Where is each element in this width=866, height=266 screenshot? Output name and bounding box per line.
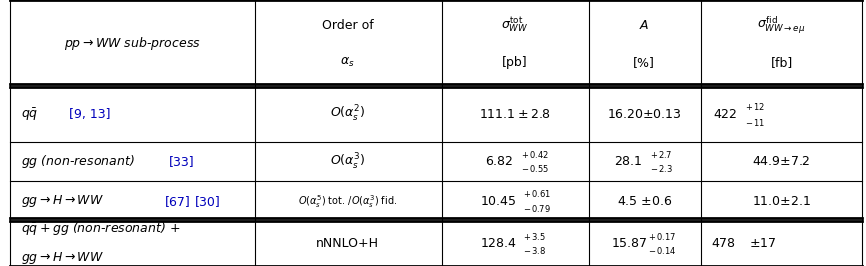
Text: [pb]: [pb] <box>501 56 527 69</box>
Text: $O(\alpha_s^2)$: $O(\alpha_s^2)$ <box>330 104 365 124</box>
Text: $gg \rightarrow H \rightarrow WW$: $gg \rightarrow H \rightarrow WW$ <box>21 250 104 266</box>
Text: $\sigma^{\mathrm{fid}}_{WW\rightarrow e\mu}$: $\sigma^{\mathrm{fid}}_{WW\rightarrow e\… <box>757 14 806 36</box>
Text: $-\,2.3$: $-\,2.3$ <box>650 163 673 174</box>
Text: $O(\alpha_s^3)$: $O(\alpha_s^3)$ <box>330 151 365 172</box>
Text: $44.9{\pm}7.2$: $44.9{\pm}7.2$ <box>753 155 811 168</box>
Text: $pp \rightarrow WW$ sub-process: $pp \rightarrow WW$ sub-process <box>63 35 201 52</box>
Text: $10.45$: $10.45$ <box>481 195 517 208</box>
Text: $A$: $A$ <box>639 19 650 31</box>
Text: nNNLO+H: nNNLO+H <box>316 237 379 250</box>
Text: $4.5\ {\pm}0.6$: $4.5\ {\pm}0.6$ <box>617 195 672 208</box>
Text: $+\,0.61$: $+\,0.61$ <box>523 188 552 200</box>
Text: $+\,2.7$: $+\,2.7$ <box>650 148 672 160</box>
Text: $+\,0.17$: $+\,0.17$ <box>648 231 676 242</box>
Text: $\alpha_s$: $\alpha_s$ <box>340 56 355 69</box>
Text: $q\bar{q}$: $q\bar{q}$ <box>21 106 38 123</box>
Text: Order of: Order of <box>322 19 373 31</box>
Text: $422$: $422$ <box>714 108 738 121</box>
Text: $q\bar{q} + gg$ (non-resonant) $+$: $q\bar{q} + gg$ (non-resonant) $+$ <box>21 221 180 237</box>
Text: $6.82$: $6.82$ <box>485 155 513 168</box>
Text: [33]: [33] <box>169 155 195 168</box>
Text: $128.4$: $128.4$ <box>481 237 517 250</box>
Text: $-\,11$: $-\,11$ <box>745 117 765 128</box>
Text: [67]: [67] <box>165 195 191 208</box>
Text: $16.20{\pm}0.13$: $16.20{\pm}0.13$ <box>607 108 682 121</box>
Text: $478$: $478$ <box>711 237 735 250</box>
Text: $O(\alpha_s^5)$ tot. $/O(\alpha_s^3)$ fid.: $O(\alpha_s^5)$ tot. $/O(\alpha_s^3)$ fi… <box>298 193 397 210</box>
Text: $\sigma^{\mathrm{tot}}_{WW}$: $\sigma^{\mathrm{tot}}_{WW}$ <box>501 15 528 35</box>
Text: $-\,3.8$: $-\,3.8$ <box>523 246 546 256</box>
Text: $gg$ (non-resonant): $gg$ (non-resonant) <box>21 153 134 170</box>
Text: $+\,0.42$: $+\,0.42$ <box>521 148 550 160</box>
Text: [9, 13]: [9, 13] <box>69 108 111 121</box>
Text: $111.1 \pm 2.8$: $111.1 \pm 2.8$ <box>479 108 550 121</box>
Text: $+\,12$: $+\,12$ <box>745 101 765 112</box>
Text: $+\,3.5$: $+\,3.5$ <box>523 231 546 242</box>
Text: $-\,0.79$: $-\,0.79$ <box>523 203 551 214</box>
Text: [30]: [30] <box>195 195 221 208</box>
Text: $11.0{\pm}2.1$: $11.0{\pm}2.1$ <box>752 195 811 208</box>
Text: $\pm17$: $\pm17$ <box>749 237 777 250</box>
Text: $15.87$: $15.87$ <box>611 237 647 250</box>
Text: $gg \rightarrow H \rightarrow WW$: $gg \rightarrow H \rightarrow WW$ <box>21 193 104 209</box>
Text: $28.1$: $28.1$ <box>614 155 643 168</box>
Text: $-\,0.14$: $-\,0.14$ <box>648 246 676 256</box>
Text: [%]: [%] <box>633 56 656 69</box>
Text: $-\,0.55$: $-\,0.55$ <box>521 163 550 174</box>
Text: [fb]: [fb] <box>771 56 792 69</box>
